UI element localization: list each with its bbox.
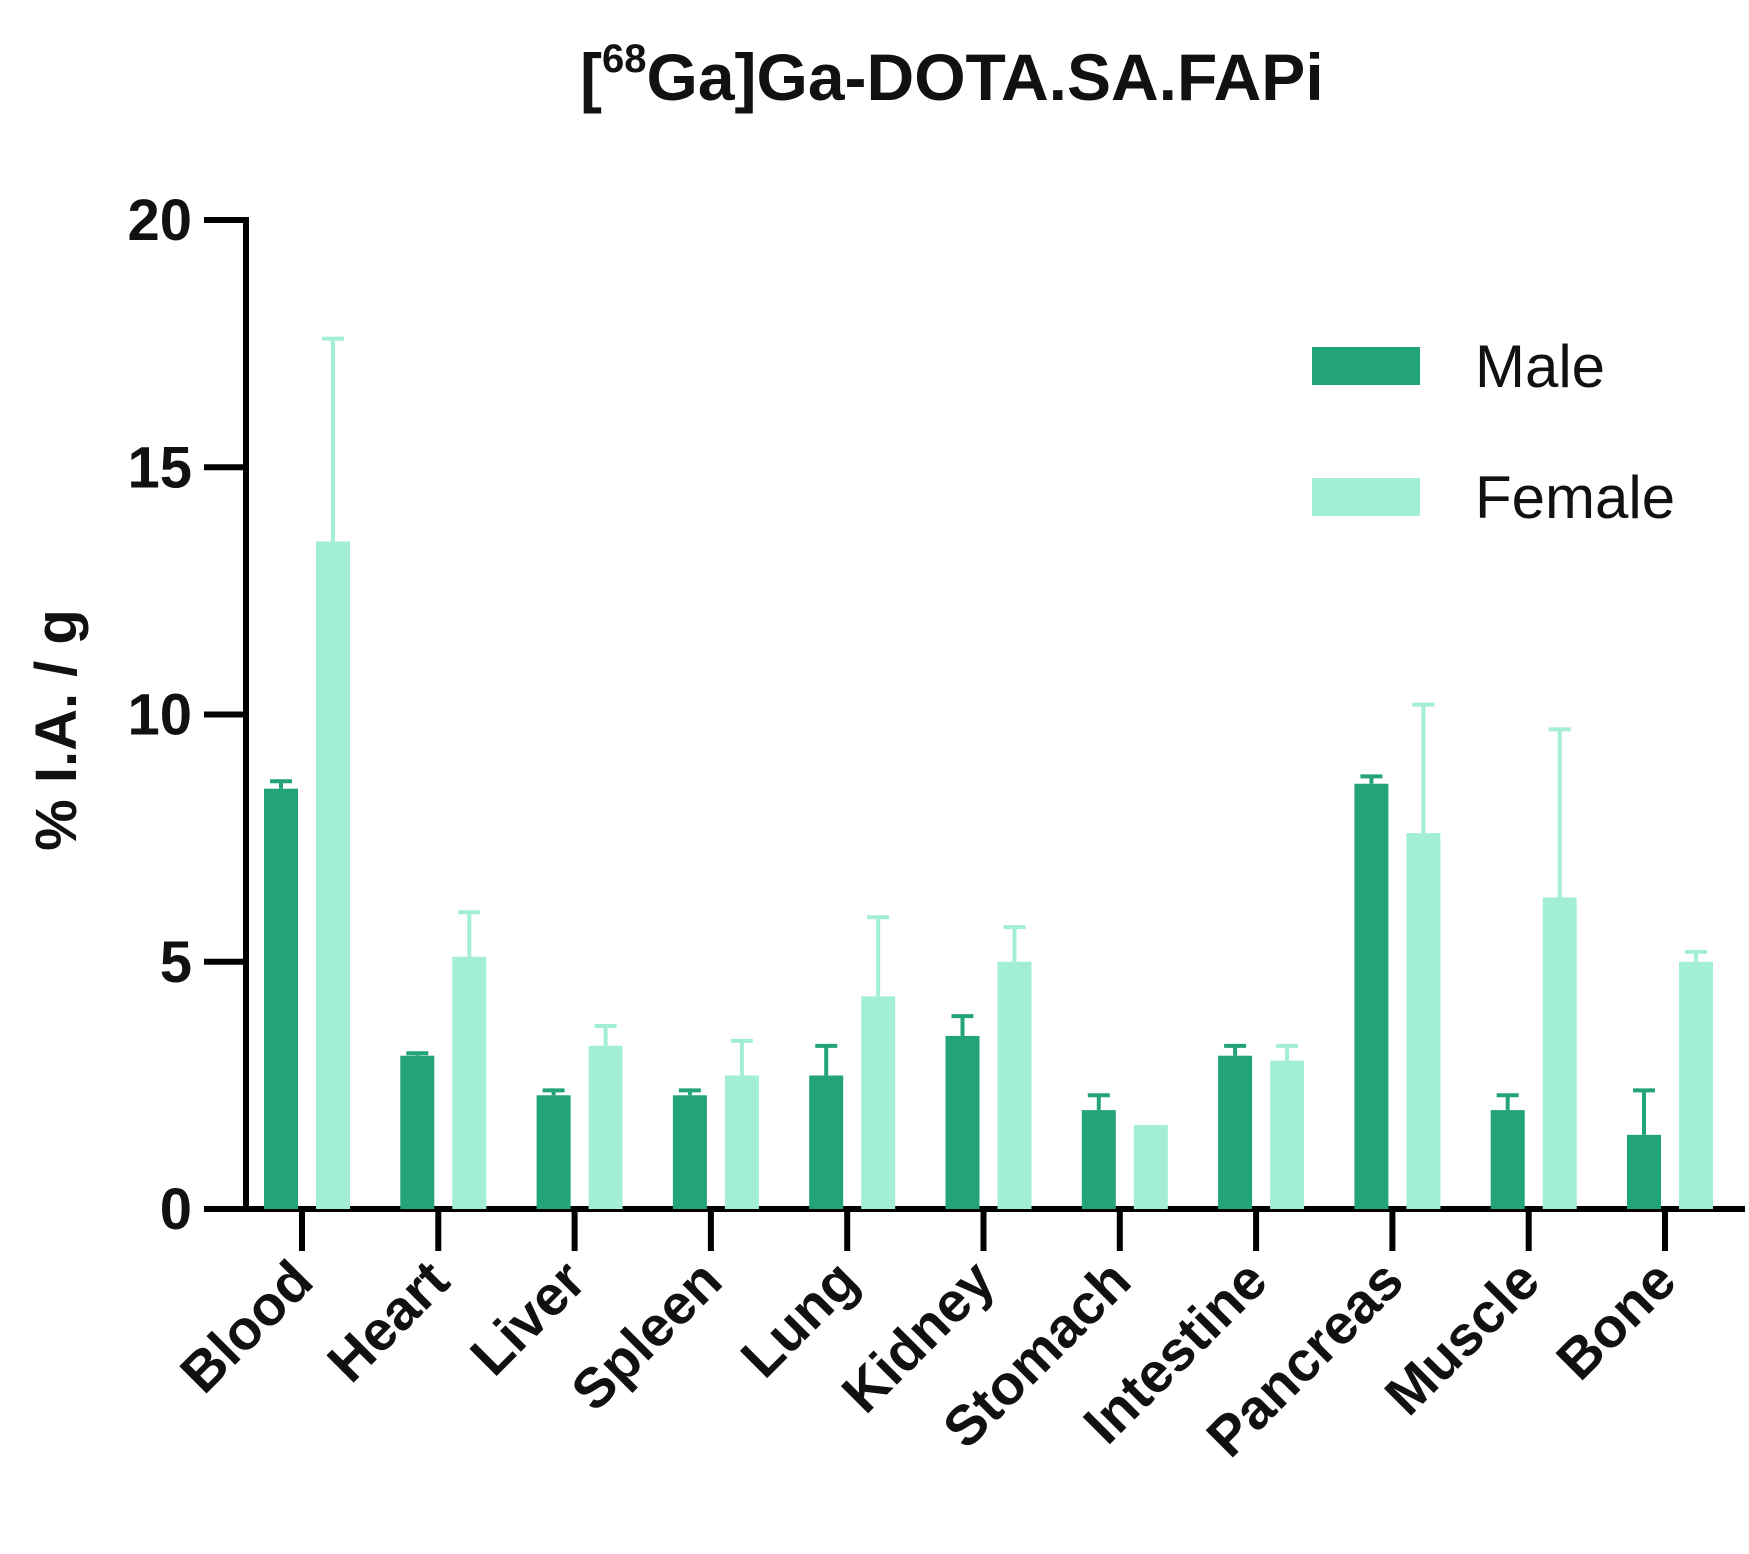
bar-female: [1542, 897, 1577, 1209]
legend-label-female: Female: [1475, 464, 1675, 531]
bar-male: [809, 1075, 844, 1209]
y-tick-label: 5: [160, 930, 192, 995]
bar-male: [1354, 783, 1389, 1209]
bar-male: [1218, 1055, 1253, 1209]
bar-male: [1081, 1110, 1116, 1209]
x-axis: BloodHeartLiverSpleenLungKidneyStomachIn…: [168, 1206, 1745, 1469]
title-bracket: [: [580, 40, 602, 114]
legend: Male Female: [1312, 333, 1675, 531]
bar-male: [264, 788, 298, 1209]
bar-male: [672, 1095, 707, 1209]
bar-female: [861, 996, 896, 1209]
x-tick-label: Heart: [315, 1248, 461, 1394]
legend-swatch-female: [1312, 478, 1420, 516]
bar-female: [452, 956, 487, 1209]
y-tick-label: 20: [127, 188, 192, 253]
legend-swatch-male: [1312, 347, 1420, 385]
y-axis-label: % I.A. / g: [24, 609, 89, 851]
bar-male: [945, 1035, 980, 1209]
bar-female: [588, 1045, 623, 1209]
bar-male: [1627, 1134, 1661, 1209]
title-main: Ga]Ga-DOTA.SA.FAPi: [646, 40, 1323, 114]
x-tick-label: Spleen: [559, 1248, 733, 1422]
title-superscript: 68: [602, 37, 647, 81]
bar-female: [724, 1075, 759, 1209]
y-tick-label: 0: [160, 1177, 192, 1242]
bar-group: [264, 336, 1713, 1209]
chart-title: [68Ga]Ga-DOTA.SA.FAPi: [580, 37, 1324, 114]
x-tick-label: Muscle: [1372, 1248, 1551, 1427]
bar-female: [1270, 1060, 1305, 1209]
x-tick-label: Blood: [168, 1248, 325, 1405]
y-axis: 0 5 10 15 20: [127, 188, 249, 1242]
bar-female: [997, 961, 1032, 1209]
y-tick-label: 15: [127, 435, 192, 500]
bar-male: [536, 1095, 571, 1209]
x-tick-label: Bone: [1544, 1248, 1688, 1392]
bar-female: [1406, 833, 1441, 1209]
bar-female: [1133, 1124, 1168, 1209]
bar-male: [400, 1055, 435, 1209]
bar-female: [316, 541, 350, 1209]
y-tick-label: 10: [127, 683, 192, 748]
legend-label-male: Male: [1475, 333, 1605, 400]
bar-male: [1490, 1110, 1525, 1209]
bar-female: [1679, 961, 1713, 1209]
